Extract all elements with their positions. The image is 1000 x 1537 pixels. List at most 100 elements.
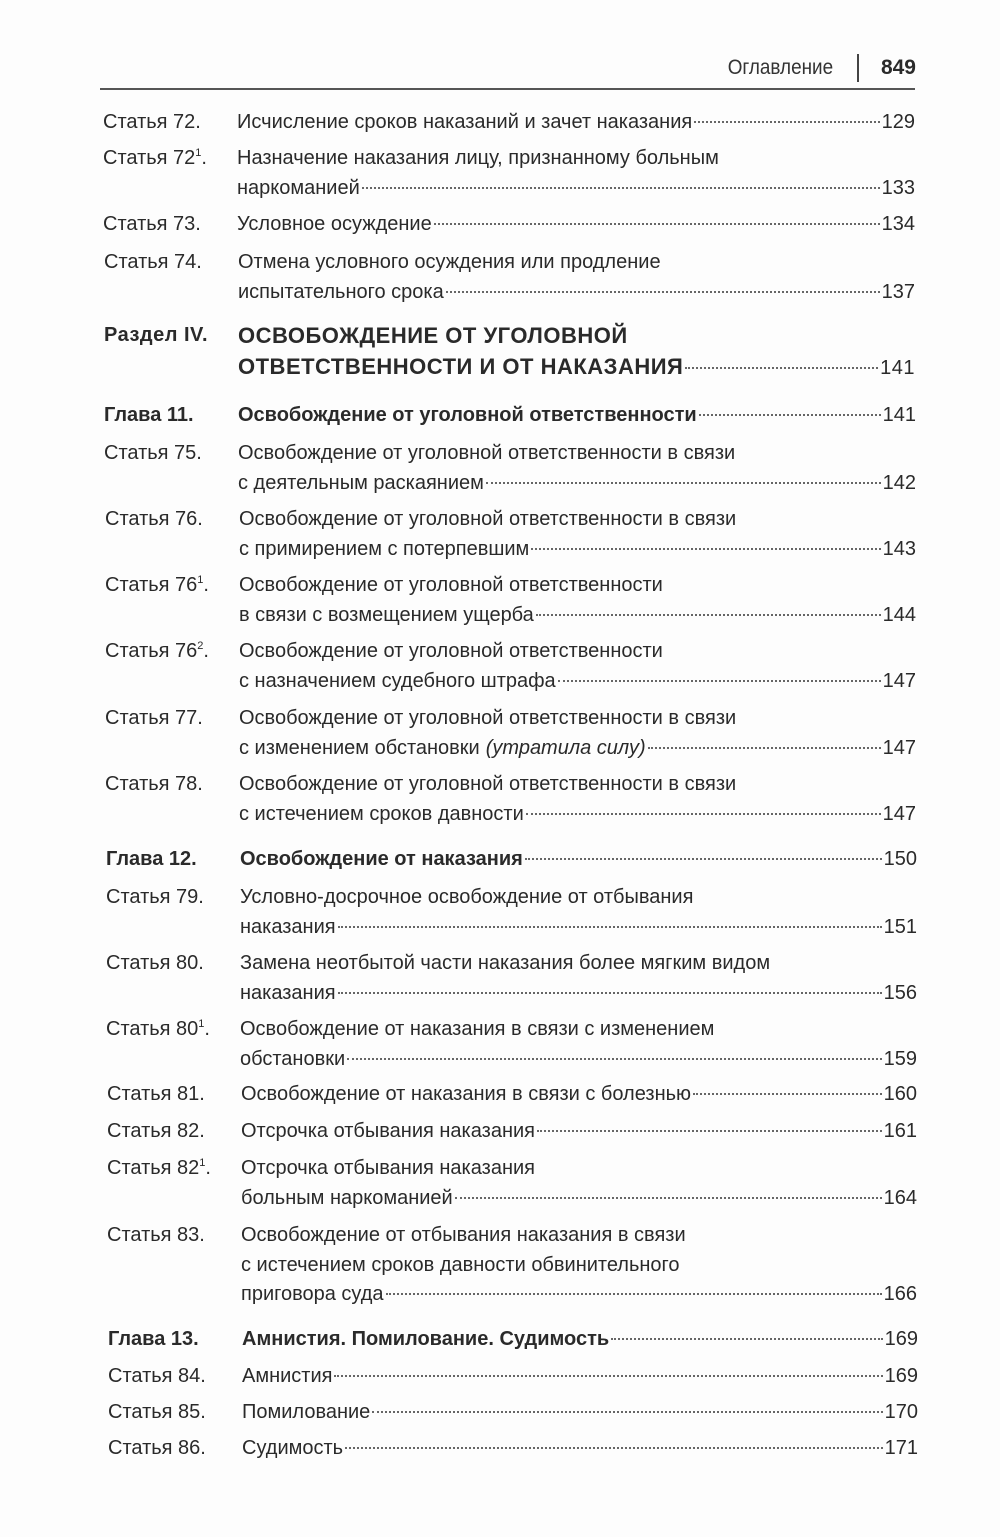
entry-label: Статья 85.	[108, 1401, 206, 1423]
entry-label-text: Раздел IV	[104, 324, 203, 346]
running-header: Оглавление 849	[716, 52, 916, 84]
entry-label-superscript: 1	[198, 1018, 205, 1030]
entry-label-superscript: 1	[197, 574, 204, 586]
entry-page-number: 142	[882, 471, 916, 494]
dot-leader	[372, 1411, 883, 1413]
entry-page-number: 159	[883, 1047, 917, 1070]
entry-label-text: Статья 75	[104, 442, 197, 464]
toc-entry-article: Статья 74. Отмена условного осуждения или…	[104, 248, 915, 307]
dot-leader	[337, 925, 882, 928]
entry-label-superscript: 2	[197, 640, 204, 652]
dot-leader	[385, 1293, 882, 1295]
entry-title: Отсрочка отбывания наказания 161	[241, 1117, 917, 1147]
toc-entry-article: Статья 84. Амнистия 169	[108, 1362, 918, 1392]
toc-entry-article: Статья 77. Освобождение от уголовной отве…	[105, 704, 916, 763]
entry-label-text: Статья 84	[108, 1365, 201, 1387]
entry-title: Освобождение от наказания в связи с изме…	[240, 1015, 917, 1074]
entry-label-text: Статья 80	[106, 1018, 199, 1040]
dot-leader	[361, 186, 880, 189]
entry-title-line: Условно-досрочное освобождение от отбыва…	[240, 886, 694, 908]
toc-entry-article: Статья 721. Назначение наказания лицу, пр…	[103, 144, 915, 203]
entry-page-number: 129	[881, 111, 915, 133]
entry-note: (утратила силу)	[485, 736, 646, 759]
toc-entry-article: Статья 801. Освобождение от наказания в с…	[106, 1015, 917, 1074]
toc-entry-section: Раздел IV. ОСВОБОЖДЕНИЕ ОТ УГОЛОВНОЙ ОТВЕТ…	[104, 320, 915, 384]
toc-entry-article: Статья 86. Судимость 171	[108, 1434, 918, 1464]
entry-title-line: наркоманией	[237, 176, 360, 199]
entry-label-text: Глава 11	[104, 404, 189, 426]
entry-title-line: с примирением с потерпевшим	[239, 537, 530, 560]
header-separator	[856, 54, 859, 82]
entry-label-superscript: 1	[195, 147, 202, 159]
entry-label-text: Статья 76	[105, 640, 198, 662]
toc-entry-article: Статья 761. Освобождение от уголовной отв…	[105, 571, 916, 630]
dot-leader	[345, 1447, 883, 1449]
entry-page-number: 160	[883, 1083, 917, 1105]
entry-title: Условно-досрочное освобождение от отбыва…	[240, 883, 917, 942]
entry-page-number: 164	[883, 1186, 917, 1209]
toc-entry-article: Статья 81. Освобождение от наказания в св…	[107, 1080, 917, 1110]
entry-label: Статья 762.	[105, 640, 209, 662]
entry-title-line: Замена неотбытой части наказания более м…	[240, 952, 771, 974]
entry-page-number: 161	[883, 1120, 917, 1142]
entry-label: Глава 13.	[108, 1328, 199, 1350]
entry-label-text: Статья 78	[105, 773, 198, 795]
entry-title: Освобождение от наказания 150	[240, 845, 917, 875]
entry-label-text: Глава 13	[108, 1328, 194, 1350]
entry-title: Исчисление сроков наказаний и зачет нака…	[237, 108, 915, 138]
entry-title: Отмена условного осуждения или продление…	[238, 248, 915, 307]
entry-title-line: с назначением судебного штрафа	[239, 669, 556, 692]
entry-label: Статья 77.	[105, 707, 203, 729]
entry-title-line: Отмена условного осуждения или продление	[238, 251, 661, 273]
entry-title: Условное осуждение 134	[237, 210, 915, 240]
entry-title: Отсрочка отбывания наказания больным нарк…	[241, 1154, 917, 1213]
entry-page-number: 166	[883, 1283, 917, 1305]
dot-leader	[334, 1375, 883, 1377]
entry-page-number: 134	[881, 213, 915, 235]
entry-title-line: ОТВЕТСТВЕННОСТИ И ОТ НАКАЗАНИЯ	[238, 354, 684, 379]
entry-page-number: 133	[881, 176, 915, 199]
dot-leader	[445, 290, 880, 293]
toc-entry-chapter: Глава 13. Амнистия. Помилование. Судимост…	[108, 1325, 918, 1355]
entry-title-line: Отсрочка отбывания наказания	[241, 1157, 535, 1179]
toc-entry-article: Статья 821. Отсрочка отбывания наказания б…	[107, 1154, 917, 1213]
entry-title-line: Амнистия	[242, 1365, 333, 1387]
entry-page-number: 143	[882, 537, 916, 560]
dot-leader	[337, 991, 882, 994]
entry-title: Освобождение от отбывания наказания в св…	[241, 1221, 917, 1310]
entry-page-number: 170	[884, 1401, 918, 1423]
entry-title-line: ОСВОБОЖДЕНИЕ ОТ УГОЛОВНОЙ	[238, 323, 628, 348]
entry-label: Статья 721.	[103, 147, 207, 169]
entry-title: Освобождение от уголовной ответственност…	[239, 571, 916, 630]
dot-leader	[557, 679, 881, 682]
toc-entry-article: Статья 79. Условно-досрочное освобождение…	[106, 883, 917, 942]
entry-title-line: Освобождение от наказания в связи с изме…	[240, 1018, 715, 1040]
dot-leader	[685, 367, 879, 369]
entry-title: Освобождение от уголовной ответственност…	[239, 505, 916, 564]
entry-page-number: 169	[884, 1328, 918, 1350]
toc-entry-article: Статья 73. Условное осуждение 134	[103, 210, 915, 240]
entry-label-text: Статья 82	[107, 1120, 200, 1142]
dot-leader	[433, 223, 880, 225]
dot-leader	[694, 121, 880, 123]
entry-label: Статья 761.	[105, 574, 209, 596]
entry-page-number: 150	[883, 848, 917, 870]
entry-title-line: Отсрочка отбывания наказания	[241, 1120, 535, 1142]
entry-title-line: наказания	[240, 915, 336, 938]
entry-title-line: в связи с возмещением ущерба	[239, 603, 534, 626]
entry-title-line: Освобождение от наказания в связи с боле…	[241, 1083, 692, 1105]
entry-label-text: Статья 72	[103, 147, 196, 169]
header-rule	[100, 88, 915, 90]
entry-title-line: Амнистия. Помилование. Судимость	[242, 1328, 610, 1350]
entry-label-text: Глава 12	[106, 848, 192, 870]
entry-label-text: Статья 82	[107, 1157, 200, 1179]
entry-title-line: Помилование	[242, 1401, 371, 1423]
entry-page-number: 141	[880, 357, 915, 379]
entry-page-number: 144	[882, 603, 916, 626]
running-header-title: Оглавление	[727, 56, 833, 79]
entry-page-number: 141	[882, 404, 916, 426]
entry-page-number: 147	[882, 802, 916, 825]
entry-title-line: Освобождение от уголовной ответственност…	[239, 773, 737, 795]
toc-entry-article: Статья 762. Освобождение от уголовной отв…	[105, 637, 916, 696]
entry-label: Статья 76.	[105, 508, 203, 530]
